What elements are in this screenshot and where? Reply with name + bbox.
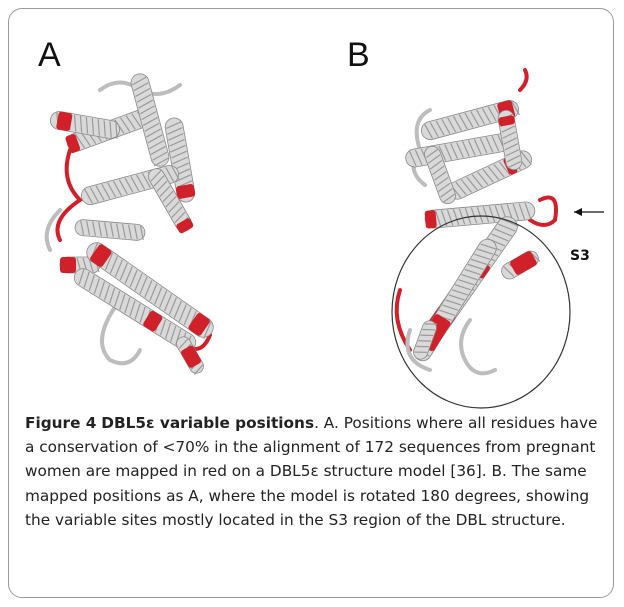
caption-label: Figure 4 — [25, 414, 96, 432]
region-label: S3 — [570, 248, 590, 264]
helix — [74, 219, 145, 241]
page: A B S3 Figure 4 DBL5ε variable positions… — [0, 0, 624, 607]
helix — [499, 248, 542, 282]
protein-structure-a — [47, 72, 218, 376]
panel-label: B — [347, 36, 370, 74]
variable-site — [424, 210, 437, 229]
loop — [520, 70, 527, 90]
loop — [461, 320, 495, 373]
variable-site — [60, 257, 76, 273]
protein-structure-b — [397, 70, 556, 373]
helix — [174, 334, 206, 376]
panel-label: A — [38, 36, 61, 74]
caption-title: DBL5ε variable positions — [101, 414, 314, 432]
figure-image: A B S3 — [0, 0, 624, 410]
arrow-head — [574, 208, 582, 216]
figure-caption: Figure 4 DBL5ε variable positions. A. Po… — [25, 411, 603, 532]
